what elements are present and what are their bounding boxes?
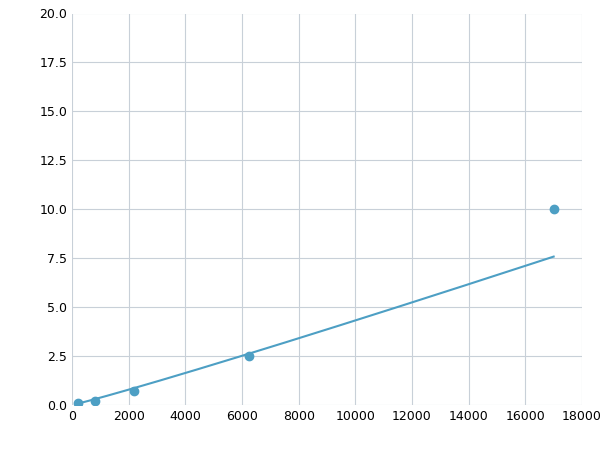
- Point: [130, 388, 139, 395]
- Point: [244, 352, 254, 360]
- Point: [549, 206, 559, 213]
- Point: [73, 400, 82, 407]
- Point: [90, 397, 100, 405]
